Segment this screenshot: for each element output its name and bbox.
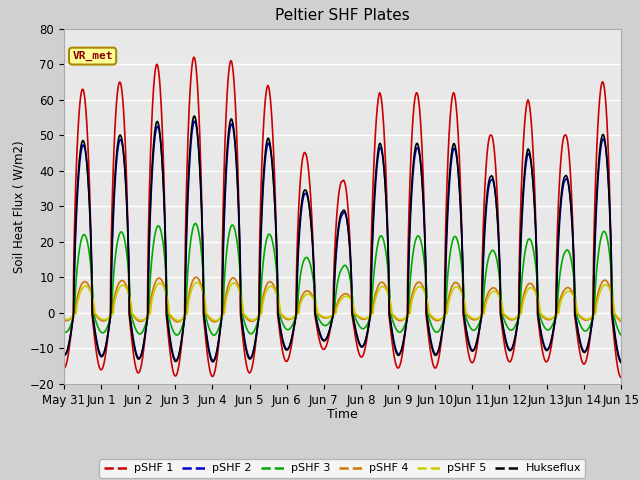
pSHF 4 [211,319,218,325]
pSHF 5 [587,315,595,321]
pSHF 3 [617,332,625,337]
pSHF 4 [617,318,625,324]
Hukseflux [324,333,332,339]
pSHF 4 [60,317,68,323]
pSHF 2 [483,201,491,206]
Y-axis label: Soil Heat Flux ( W/m2): Soil Heat Flux ( W/m2) [12,140,26,273]
pSHF 5 [467,315,475,321]
pSHF 1 [60,365,68,371]
pSHF 1 [250,359,257,364]
pSHF 2 [467,346,475,351]
pSHF 5 [594,298,602,304]
Line: pSHF 5: pSHF 5 [64,282,621,321]
pSHF 4 [250,318,257,324]
pSHF 2 [594,186,602,192]
pSHF 1 [617,374,625,380]
pSHF 4 [483,293,491,299]
pSHF 1 [594,131,602,137]
pSHF 3 [210,332,218,338]
pSHF 5 [483,298,491,304]
pSHF 4 [587,315,595,321]
pSHF 3 [191,221,199,227]
Hukseflux [191,113,198,119]
pSHF 5 [250,317,257,323]
Line: Hukseflux: Hukseflux [64,116,621,362]
pSHF 3 [594,259,602,264]
pSHF 1 [483,155,491,160]
Hukseflux [467,347,475,353]
pSHF 5 [212,318,220,324]
Text: VR_met: VR_met [72,51,113,61]
X-axis label: Time: Time [327,408,358,421]
pSHF 3 [587,321,595,327]
Hukseflux [587,329,595,335]
pSHF 2 [587,330,595,336]
pSHF 4 [192,274,200,280]
pSHF 1 [587,331,595,337]
Hukseflux [250,349,257,355]
pSHF 2 [60,351,68,357]
pSHF 3 [60,329,68,335]
pSHF 5 [324,314,332,320]
pSHF 5 [617,317,625,323]
Hukseflux [594,178,602,184]
pSHF 4 [594,292,602,298]
pSHF 1 [324,339,332,345]
pSHF 5 [193,279,201,285]
Hukseflux [483,194,491,200]
pSHF 1 [190,54,198,60]
Line: pSHF 1: pSHF 1 [64,57,621,377]
Line: pSHF 3: pSHF 3 [64,224,621,335]
pSHF 3 [250,329,257,335]
Hukseflux [60,352,68,358]
pSHF 3 [324,322,332,327]
pSHF 2 [250,349,257,355]
Hukseflux [617,360,625,365]
Title: Peltier SHF Plates: Peltier SHF Plates [275,9,410,24]
Line: pSHF 4: pSHF 4 [64,277,621,322]
pSHF 2 [191,118,198,124]
pSHF 5 [60,316,68,322]
Line: pSHF 2: pSHF 2 [64,121,621,361]
pSHF 3 [467,326,475,332]
pSHF 2 [617,358,625,364]
pSHF 2 [324,333,332,339]
Legend: pSHF 1, pSHF 2, pSHF 3, pSHF 4, pSHF 5, Hukseflux: pSHF 1, pSHF 2, pSHF 3, pSHF 4, pSHF 5, … [99,459,586,478]
pSHF 3 [483,264,491,269]
pSHF 1 [467,359,475,365]
pSHF 4 [324,315,332,321]
pSHF 4 [467,316,475,322]
